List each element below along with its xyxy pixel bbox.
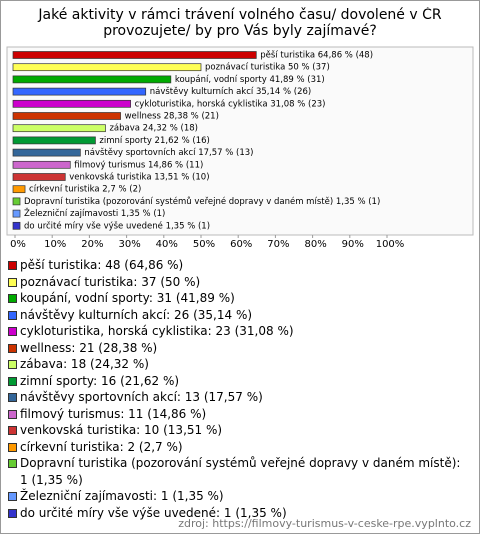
x-tick-label: 40% — [156, 239, 178, 250]
bar — [12, 209, 21, 218]
chart-title: Jaké aktivity v rámci trávení volného ča… — [38, 7, 442, 39]
x-tick-label: 20% — [81, 239, 103, 250]
value-label: návštěvy sportovních akcí 17,57 % (13) — [84, 147, 253, 158]
legend-label: filmový turismus: 11 (14,86 %) — [20, 406, 207, 421]
value-label: Železniční zajímavosti 1,35 % (1) — [24, 207, 165, 219]
bar — [12, 173, 66, 181]
legend-item: pěší turistika: 48 (64,86 %) — [7, 257, 469, 274]
x-tick-label: 30% — [118, 239, 140, 250]
legend-item: zábava: 18 (24,32 %) — [7, 356, 469, 373]
value-label: venkovská turistika 13,51 % (10) — [69, 173, 209, 183]
legend-label: Železniční zajímavosti: 1 (1,35 %) — [20, 489, 224, 503]
legend-item: církevní turistika: 2 (2,7 %) — [7, 439, 469, 456]
legend-swatch — [8, 261, 17, 270]
value-label: zimní sporty 21,62 % (16) — [99, 136, 209, 146]
legend-swatch — [8, 277, 17, 287]
legend-swatch — [8, 343, 17, 353]
bar — [12, 221, 21, 230]
value-label: Dopravní turistika (pozorování systémů v… — [24, 196, 380, 207]
bar — [12, 112, 121, 120]
bar — [12, 99, 131, 108]
legend-label: poznávací turistika: 37 (50 %) — [20, 274, 201, 289]
bar — [12, 185, 26, 194]
bar — [12, 87, 147, 96]
bar — [12, 160, 71, 169]
legend-swatch — [8, 508, 17, 518]
legend-label: Dopravní turistika (pozorování systémů v… — [20, 456, 461, 487]
legend-swatch — [8, 492, 17, 501]
bar — [12, 197, 21, 206]
legend-item: do určité míry vše výše uvedené: 1 (1,35… — [7, 505, 469, 522]
legend-swatch — [8, 327, 17, 336]
value-label: wellness 28,38 % (21) — [125, 112, 219, 122]
legend-item: návštěvy sportovních akcí: 13 (17,57 %) — [7, 389, 469, 406]
x-tick-label: 60% — [230, 239, 252, 250]
legend-item: poznávací turistika: 37 (50 %) — [7, 274, 469, 291]
legend-label: wellness: 21 (28,38 %) — [20, 340, 158, 355]
legend-label: koupání, vodní sporty: 31 (41,89 %) — [20, 291, 235, 305]
value-label: do určité míry vše výše uvedené 1,35 % (… — [24, 220, 210, 231]
legend-item: wellness: 21 (28,38 %) — [7, 340, 469, 357]
legend-label: návštěvy kulturních akcí: 26 (35,14 %) — [20, 307, 253, 322]
x-tick-label: 80% — [304, 239, 326, 250]
legend-swatch — [8, 294, 17, 303]
title-box: Jaké aktivity v rámci trávení volného ča… — [38, 7, 442, 39]
bar — [12, 136, 96, 145]
x-tick-label: 90% — [342, 239, 364, 250]
value-label: koupání, vodní sporty 41,89 % (31) — [175, 75, 325, 85]
legend-swatch — [8, 310, 17, 320]
bar — [12, 51, 257, 59]
value-label: návštěvy kulturních akcí 35,14 % (26) — [150, 86, 312, 97]
legend-swatch — [8, 360, 17, 369]
legend-label: cykloturistika, horská cyklistika: 23 (3… — [20, 324, 294, 338]
legend-label: pěší turistika: 48 (64,86 %) — [20, 258, 184, 272]
legend: pěší turistika: 48 (64,86 %) poznávací tu… — [7, 257, 469, 521]
legend-label: do určité míry vše výše uvedené: 1 (1,35… — [20, 505, 287, 520]
legend-swatch — [8, 409, 17, 419]
x-tick-label: 0% — [10, 239, 26, 250]
x-tick-label: 70% — [267, 239, 289, 250]
chart: Jaké aktivity v rámci trávení volného ča… — [6, 7, 474, 250]
legend-swatch — [8, 442, 17, 452]
legend-label: venkovská turistika: 10 (13,51 %) — [20, 423, 223, 437]
legend-label: zábava: 18 (24,32 %) — [20, 357, 149, 371]
legend-swatch — [8, 426, 17, 435]
value-label: cykloturistika, horská cyklistika 31,08 … — [135, 99, 326, 109]
bar — [12, 63, 202, 72]
value-label: církevní turistika 2,7 % (2) — [29, 185, 141, 195]
legend-item: návštěvy kulturních akcí: 26 (35,14 %) — [7, 307, 469, 324]
x-tick-label: 50% — [193, 239, 215, 250]
value-label: pěší turistika 64,86 % (48) — [260, 50, 373, 61]
value-label: filmový turismus 14,86 % (11) — [74, 160, 203, 170]
value-label: poznávací turistika 50 % (37) — [205, 63, 330, 73]
x-tick-label: 10% — [44, 239, 66, 250]
source: zdroj: https://filmovy-turismus-v-ceske-… — [178, 517, 471, 530]
legend-label: církevní turistika: 2 (2,7 %) — [20, 439, 183, 454]
bar — [12, 124, 106, 133]
legend-swatch — [8, 459, 17, 468]
legend-item: filmový turismus: 11 (14,86 %) — [7, 406, 469, 423]
value-label: zábava 24,32 % (18) — [109, 124, 197, 134]
legend-item: venkovská turistika: 10 (13,51 %) — [7, 422, 469, 439]
bar — [12, 75, 172, 84]
legend-item: koupání, vodní sporty: 31 (41,89 %) — [7, 290, 469, 307]
x-tick-label: 100% — [376, 239, 405, 250]
legend-item: Dopravní turistika (pozorování systémů v… — [7, 455, 469, 488]
legend-swatch — [8, 376, 17, 386]
bar — [12, 148, 81, 157]
legend-swatch — [8, 393, 17, 402]
legend-item: cykloturistika, horská cyklistika: 23 (3… — [7, 323, 469, 340]
legend-item: zimní sporty: 16 (21,62 %) — [7, 373, 469, 390]
legend-item: Železniční zajímavosti: 1 (1,35 %) — [7, 488, 469, 505]
legend-label: zimní sporty: 16 (21,62 %) — [20, 373, 180, 388]
legend-label: návštěvy sportovních akcí: 13 (17,57 %) — [20, 390, 263, 404]
